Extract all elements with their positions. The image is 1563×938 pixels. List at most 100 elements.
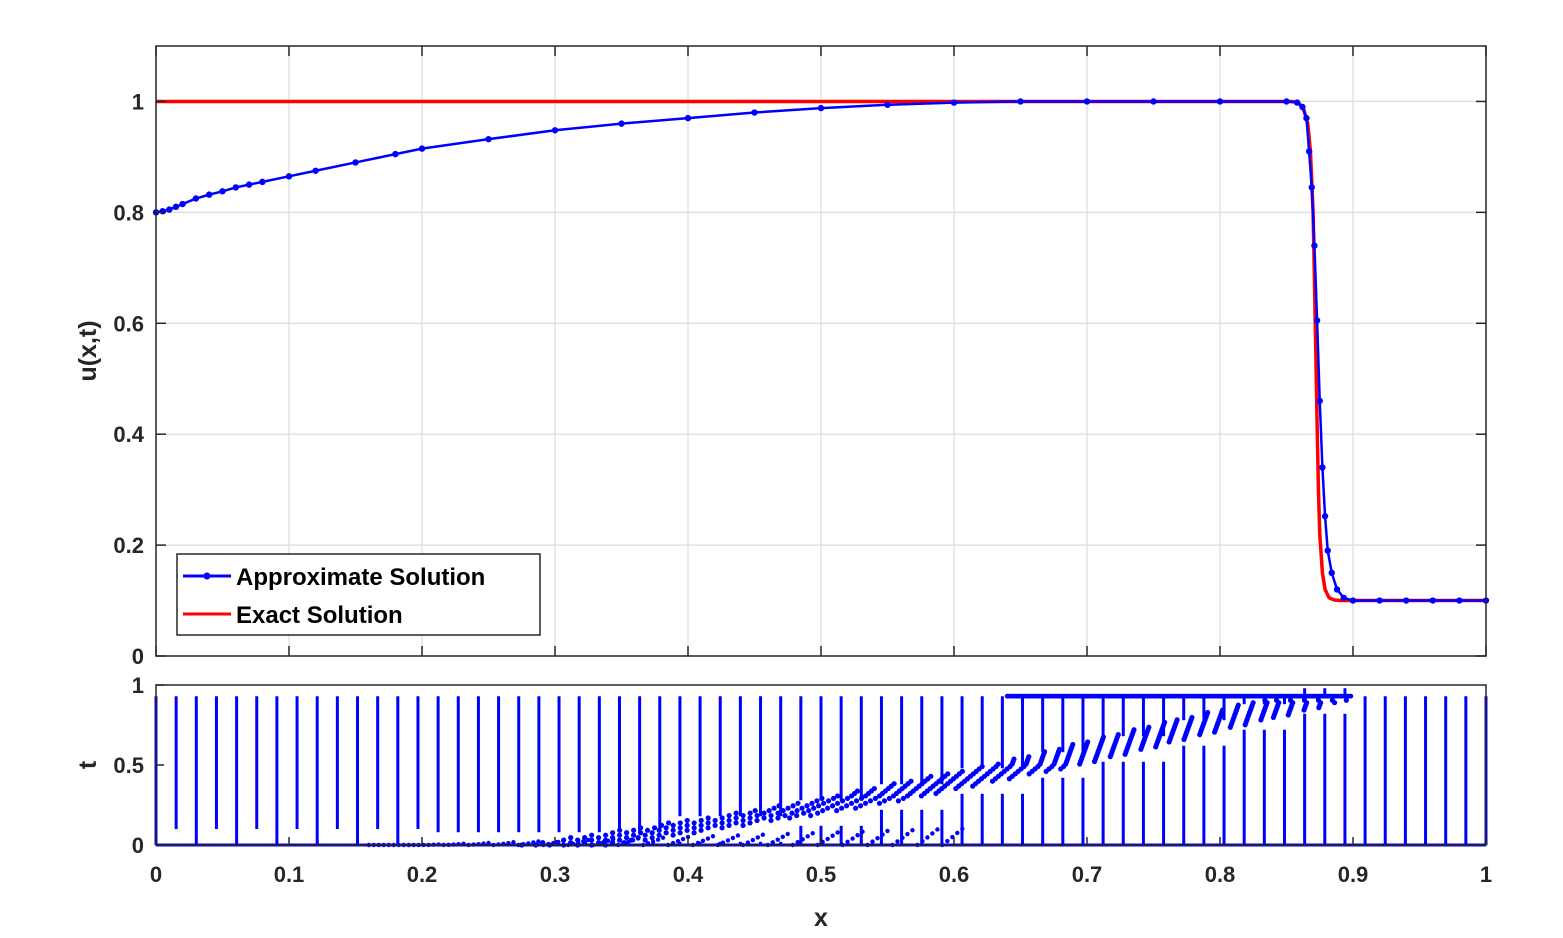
mesh-cluster-node-195 <box>853 806 858 811</box>
approximate-point-18 <box>618 120 624 126</box>
mesh-cluster-node-64 <box>657 833 662 838</box>
mesh-cluster-node-410 <box>1162 720 1167 725</box>
mesh-low-node-668 <box>806 834 810 838</box>
mesh-low-node-664 <box>786 832 790 836</box>
mesh-cluster-node-328 <box>928 774 933 779</box>
approximate-point-28 <box>1283 98 1289 104</box>
mesh-cluster-node-125 <box>678 830 683 835</box>
mesh-cluster-node-249 <box>733 820 738 825</box>
mesh-cluster-node-69 <box>692 820 697 825</box>
mesh-low-node-624 <box>586 838 590 842</box>
approximate-point-33 <box>1309 184 1315 190</box>
mesh-cluster-node-193 <box>748 811 753 816</box>
mesh-low-node-632 <box>626 840 630 844</box>
mesh-low-node-638 <box>656 837 660 841</box>
mesh-cluster-node-16 <box>816 803 821 808</box>
approximate-point-4 <box>179 201 185 207</box>
approximate-point-10 <box>259 179 265 185</box>
mesh-cluster-node-363 <box>624 835 629 840</box>
approximate-point-13 <box>352 159 358 165</box>
mesh-cluster-node-256 <box>776 803 781 808</box>
mesh-cluster-node-372 <box>782 813 787 818</box>
mesh-cluster-node-317 <box>795 801 800 806</box>
mesh-low-node-684 <box>885 829 889 833</box>
mesh-cluster-node-225 <box>1116 732 1121 737</box>
mesh-low-node-633 <box>631 838 635 842</box>
approximate-point-5 <box>193 195 199 201</box>
mesh-cluster-node-6 <box>657 828 662 833</box>
mesh-cluster-node-247 <box>719 825 724 830</box>
mesh-cluster-node-250 <box>740 818 745 823</box>
mesh-low-node-693 <box>930 831 934 835</box>
mesh-cluster-node-314 <box>781 808 786 813</box>
approximate-point-38 <box>1322 513 1328 519</box>
mesh-cluster-node-358 <box>1251 700 1256 705</box>
mesh-cluster-node-11 <box>787 815 792 820</box>
mesh-low-node-672 <box>825 837 829 841</box>
mesh-low-node-622 <box>576 840 580 844</box>
mesh-low-node-657 <box>751 838 755 842</box>
mesh-low-node-661 <box>771 840 775 844</box>
mesh-cluster-node-65 <box>664 830 669 835</box>
mesh-cluster-node-373 <box>789 811 794 816</box>
mesh-cluster-node-78 <box>840 798 845 803</box>
mesh-low-node-618 <box>556 840 560 844</box>
top-ytick-label-3: 0.6 <box>113 311 144 336</box>
mesh-cluster-node-185 <box>691 830 696 835</box>
mesh-low-node-683 <box>880 832 884 836</box>
mesh-cluster-node-245 <box>610 830 615 835</box>
mesh-cluster-node-136 <box>844 803 849 808</box>
mesh-low-node-656 <box>746 840 750 844</box>
mesh-cluster-node-20 <box>835 793 840 798</box>
mesh-cluster-node-252 <box>754 813 759 818</box>
mesh-cluster-node-192 <box>741 813 746 818</box>
mesh-cluster-node-377 <box>809 801 814 806</box>
mesh-cluster-node-77 <box>835 801 840 806</box>
legend-exact-label: Exact Solution <box>236 602 403 629</box>
approximate-point-35 <box>1314 317 1320 323</box>
mesh-low-node-628 <box>606 839 610 843</box>
approximate-point-29 <box>1294 99 1300 105</box>
approximate-point-11 <box>286 173 292 179</box>
mesh-cluster-node-307 <box>638 825 643 830</box>
mesh-cluster-node-72 <box>808 813 813 818</box>
mesh-cluster-node-315 <box>785 806 790 811</box>
mesh-cluster-node-297 <box>1236 703 1241 708</box>
mesh-cluster-node-135 <box>839 806 844 811</box>
legend-approximate-marker <box>204 573 211 580</box>
mesh-cluster-node-70 <box>699 818 704 823</box>
mesh-low-node-667 <box>801 837 805 841</box>
mesh-cluster-node-74 <box>820 808 825 813</box>
mesh-cluster-node-348 <box>1146 725 1151 730</box>
mesh-cluster-node-248 <box>726 823 731 828</box>
mesh-low-node-611 <box>521 842 525 846</box>
mesh-cluster-node-304 <box>617 833 622 838</box>
mesh-low-node-647 <box>701 839 705 843</box>
mesh-cluster-node-67 <box>678 825 683 830</box>
mesh-cluster-node-367 <box>652 825 657 830</box>
mesh-cluster-node-189 <box>720 820 725 825</box>
mesh-low-node-673 <box>830 834 834 838</box>
mesh-cluster-node-138 <box>854 798 859 803</box>
mesh-low-node-686 <box>895 839 899 843</box>
mesh-cluster-node-251 <box>747 815 752 820</box>
mesh-top-node-579 <box>1348 694 1353 699</box>
mesh-cluster-node-186 <box>699 828 704 833</box>
mesh-cluster-node-197 <box>863 801 868 806</box>
mesh-cluster-node-14 <box>806 808 811 813</box>
bottom-xtick-label-2: 0.2 <box>407 862 438 887</box>
mesh-low-node-634 <box>636 836 640 840</box>
approximate-point-25 <box>1084 98 1090 104</box>
mesh-cluster-node-287 <box>1131 727 1136 732</box>
mesh-cluster-node-137 <box>849 801 854 806</box>
mesh-cluster-node-82 <box>855 788 860 793</box>
mesh-cluster-node-369 <box>666 820 671 825</box>
mesh-low-node-614 <box>536 839 540 843</box>
mesh-cluster-node-153 <box>996 761 1001 766</box>
mesh-low-node-613 <box>531 840 535 844</box>
mesh-cluster-node-308 <box>740 823 745 828</box>
mesh-cluster-node-187 <box>706 825 711 830</box>
approximate-point-21 <box>818 105 824 111</box>
mesh-cluster-node-15 <box>811 806 816 811</box>
